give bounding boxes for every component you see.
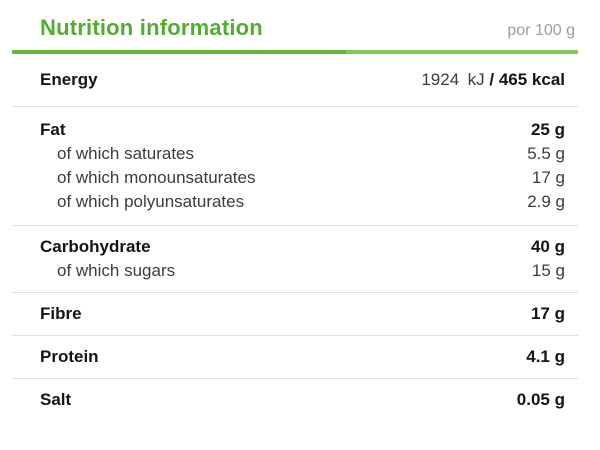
row-value: 17 g [531,168,565,187]
table-row: of which sugars 15 g [12,259,578,283]
row-label: of which polyunsaturates [57,192,245,211]
per-100g-label: por 100 g [507,22,575,39]
row-label: Energy [40,70,98,89]
table-row: Fat 25 g [12,118,578,142]
row-label: of which sugars [57,261,176,280]
row-label: Fibre [40,304,82,323]
table-row: Carbohydrate 40 g [12,235,578,259]
nutrition-table: Energy 1924 kJ / 465 kcal Fat 25 g of which … [12,54,578,421]
table-row: of which monounsaturates 17 g [12,166,578,190]
row-label: of which saturates [57,144,195,163]
table-row: Protein 4.1 g [12,345,578,369]
row-value: 25 g [530,120,565,139]
row-label: of which monounsaturates [57,168,256,187]
header: Nutrition information por 100 g [12,0,588,41]
nutrition-section: Salt 0.05 g [12,379,578,421]
nutrition-section: Protein 4.1 g [12,336,578,379]
row-value: 15 g [531,261,565,280]
row-value: 0.05 g [516,390,565,409]
row-value: 4.1 g [526,347,565,366]
green-rule-left-segment [12,50,346,54]
green-rule-right-segment [345,50,578,54]
table-row: Salt 0.05 g [12,388,578,412]
green-rule [12,50,578,54]
row-value: 2.9 g [527,192,565,211]
row-label: Fat [40,120,66,139]
table-row: Energy 1924 kJ / 465 kcal [12,68,578,92]
nutrition-section: Carbohydrate 40 g of which sugars 15 g [12,226,578,293]
table-row: of which saturates 5.5 g [12,142,578,166]
value-part-bold: / 465 kcal [489,70,565,89]
page-title: Nutrition information [40,15,263,40]
nutrition-section: Fat 25 g of which saturates 5.5 g of which m… [12,107,578,226]
nutrition-section: Energy 1924 kJ / 465 kcal [12,54,578,107]
row-value: 5.5 g [527,144,565,163]
value-part-regular: 1924 kJ [421,70,490,89]
row-label: Protein [40,347,99,366]
row-label: Carbohydrate [40,237,151,256]
nutrition-section: Fibre 17 g [12,293,578,336]
row-value: 40 g [530,237,565,256]
table-row: Fibre 17 g [12,302,578,326]
row-value: 17 g [530,304,565,323]
table-row: of which polyunsaturates 2.9 g [12,190,578,214]
row-label: Salt [40,390,72,409]
row-value: 1924 kJ / 465 kcal [421,68,565,92]
